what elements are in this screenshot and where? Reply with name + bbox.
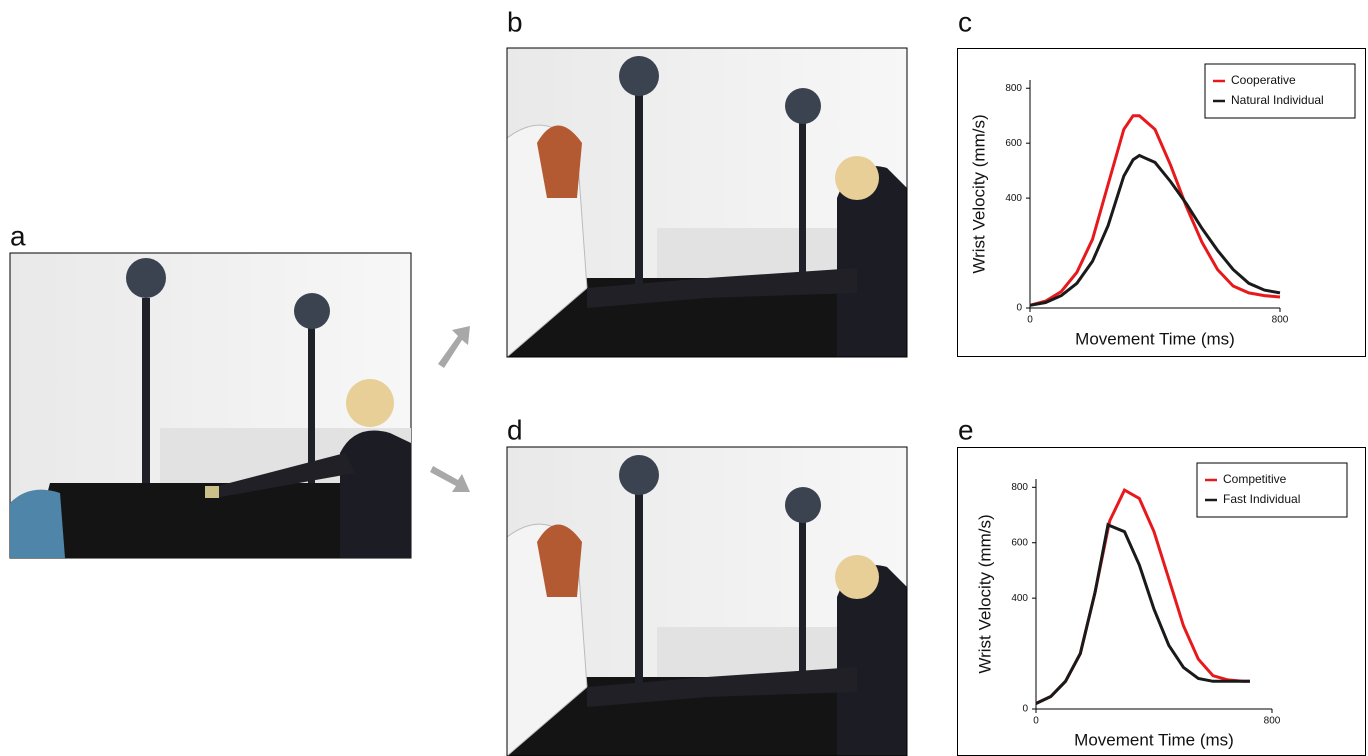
page: a b c d e 0 400 600 800 0 800 Movement Time (m…: [0, 0, 1368, 756]
panel-label: c: [958, 6, 972, 37]
x-tick-label: 800: [1264, 716, 1281, 727]
figure: a b c d e 0 400 600 800 0 800 Movement Time (m…: [0, 0, 1368, 756]
panel-label: e: [958, 414, 974, 445]
x-tick-label: 800: [1272, 315, 1289, 326]
x-tick-label: 0: [1027, 315, 1033, 326]
y-tick-label: 800: [1005, 83, 1022, 94]
legend: [1197, 463, 1347, 517]
arrow: [438, 326, 470, 368]
legend-label: Fast Individual: [1223, 492, 1300, 506]
photo-a: [10, 253, 411, 558]
x-axis-label: Movement Time (ms): [1074, 730, 1234, 749]
data-line: [1036, 490, 1250, 703]
y-axis-label: Wrist Velocity (mm/s): [975, 514, 994, 673]
panel-label: a: [10, 220, 26, 251]
arrow: [430, 466, 470, 492]
legend: [1205, 64, 1355, 118]
panel-label: d: [507, 414, 523, 445]
y-axis-label: Wrist Velocity (mm/s): [969, 114, 988, 273]
legend-label: Competitive: [1223, 472, 1287, 486]
y-tick-label: 0: [1022, 704, 1028, 715]
panel-label: b: [507, 6, 523, 37]
legend-label: Natural Individual: [1231, 93, 1324, 107]
y-tick-label: 400: [1011, 593, 1028, 604]
y-tick-label: 400: [1005, 193, 1022, 204]
y-tick-label: 600: [1005, 138, 1022, 149]
legend-label: Cooperative: [1231, 73, 1296, 87]
photo-d: [507, 447, 907, 756]
photo-b: [507, 48, 907, 357]
y-tick-label: 800: [1011, 482, 1028, 493]
y-tick-label: 600: [1011, 537, 1028, 548]
x-axis-label: Movement Time (ms): [1075, 329, 1235, 348]
x-tick-label: 0: [1033, 716, 1039, 727]
y-tick-label: 0: [1016, 303, 1022, 314]
